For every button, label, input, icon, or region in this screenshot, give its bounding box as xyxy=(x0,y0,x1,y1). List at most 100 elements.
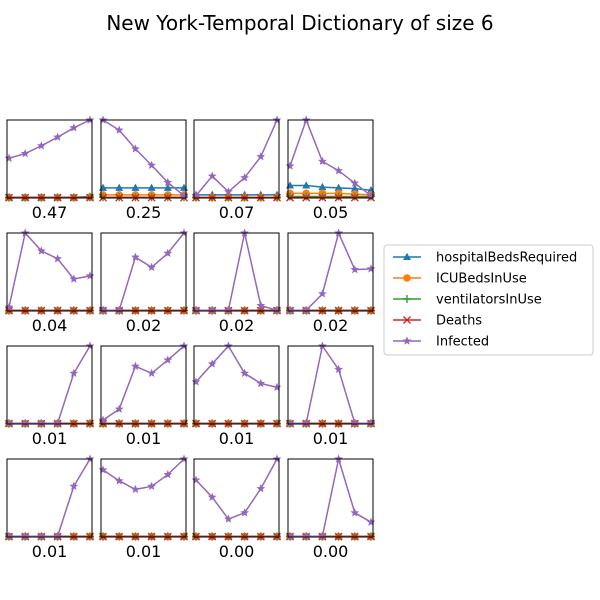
subplot-7: 0.02 xyxy=(191,228,282,335)
data-point xyxy=(114,305,124,314)
subplot-14: 0.01 xyxy=(98,454,189,561)
data-point xyxy=(53,531,62,540)
data-point xyxy=(37,246,46,255)
series-Infected xyxy=(191,454,282,523)
data-point xyxy=(224,305,233,314)
data-point xyxy=(69,274,79,283)
data-point xyxy=(4,302,14,311)
subplot-3: 0.07 xyxy=(191,115,282,222)
data-point xyxy=(318,182,327,191)
data-point xyxy=(302,192,311,201)
series-Infected xyxy=(4,228,95,311)
series-line xyxy=(290,230,372,311)
data-point xyxy=(163,248,173,257)
subplot-1: 0.47 xyxy=(4,115,95,222)
atom-weight-label: 0.01 xyxy=(219,429,255,448)
data-point xyxy=(163,470,173,479)
data-point xyxy=(318,192,327,201)
data-point xyxy=(301,531,311,540)
data-point xyxy=(350,192,359,201)
series-line xyxy=(8,231,91,308)
data-point xyxy=(191,305,201,314)
data-point xyxy=(131,144,140,153)
series-line xyxy=(289,117,372,197)
legend-marker xyxy=(402,336,412,345)
subplot-9: 0.01 xyxy=(4,341,95,448)
data-point xyxy=(272,305,282,314)
series-Infected xyxy=(4,341,95,427)
atom-weight-label: 0.01 xyxy=(32,542,68,561)
series-hospitalBedsRequired xyxy=(5,306,94,314)
subplot-8: 0.02 xyxy=(285,228,376,335)
data-point xyxy=(207,492,217,501)
legend-entry-Infected: Infected xyxy=(393,335,489,350)
series-line xyxy=(290,344,371,424)
data-point xyxy=(256,300,266,310)
series-line xyxy=(102,119,185,197)
data-point xyxy=(318,531,327,540)
data-point xyxy=(224,514,233,523)
data-point xyxy=(20,531,30,540)
atom-weight-label: 0.47 xyxy=(32,203,68,222)
legend-label: Infected xyxy=(436,335,489,350)
data-point xyxy=(207,171,217,180)
data-point xyxy=(85,271,95,280)
data-point xyxy=(224,187,233,196)
data-point xyxy=(334,364,343,374)
data-point xyxy=(37,531,46,540)
data-point xyxy=(334,192,343,201)
series-Infected xyxy=(285,228,376,314)
data-point xyxy=(366,264,376,273)
data-point xyxy=(285,305,295,314)
series-hospitalBedsRequired xyxy=(99,183,188,191)
data-point xyxy=(350,178,360,187)
data-point xyxy=(350,265,360,274)
data-point xyxy=(4,418,14,427)
subplot-frame xyxy=(6,119,93,199)
data-point xyxy=(191,191,201,200)
series-Infected xyxy=(191,341,282,392)
data-point xyxy=(191,377,201,386)
atom-weight-label: 0.07 xyxy=(219,203,255,222)
series-line xyxy=(8,119,91,159)
series-Infected xyxy=(98,454,189,494)
subplot-6: 0.02 xyxy=(98,228,189,335)
legend-marker xyxy=(403,252,411,260)
series-hospitalBedsRequired xyxy=(5,192,94,201)
data-point xyxy=(163,177,173,187)
series-line xyxy=(9,458,91,537)
chart-title: New York-Temporal Dictionary of size 6 xyxy=(106,11,493,35)
subplot-frame xyxy=(287,345,374,425)
subplot-15: 0.00 xyxy=(191,454,282,561)
data-point xyxy=(69,368,79,378)
atom-weight-label: 0.01 xyxy=(126,542,162,561)
series-line xyxy=(103,232,185,311)
legend-entry-Deaths: Deaths xyxy=(393,314,482,329)
series-hospitalBedsRequired xyxy=(192,532,281,540)
data-point xyxy=(114,125,124,134)
series-Infected xyxy=(191,228,282,314)
series-Infected xyxy=(4,454,95,540)
legend-label: ventilatorsInUse xyxy=(436,293,542,308)
subplot-frame xyxy=(193,345,280,425)
data-point xyxy=(285,161,295,170)
atom-weight-label: 0.01 xyxy=(126,429,162,448)
legend-entry-ventilatorsInUse: ventilatorsInUse xyxy=(393,293,542,308)
data-point xyxy=(37,418,46,427)
data-point xyxy=(69,123,79,132)
series-Infected xyxy=(285,341,376,427)
legend-marker xyxy=(403,295,411,303)
data-point xyxy=(147,183,156,191)
data-point xyxy=(285,418,295,427)
series-line xyxy=(195,344,278,389)
subplot-frame xyxy=(287,458,374,538)
legend: hospitalBedsRequired ICUBedsInUse ventilat… xyxy=(383,244,594,356)
legend-entry-ICUBedsInUse: ICUBedsInUse xyxy=(393,272,527,287)
subplot-frame xyxy=(6,345,93,425)
atom-weight-label: 0.00 xyxy=(219,542,255,561)
subplot-frame xyxy=(100,119,187,199)
atom-weight-label: 0.05 xyxy=(313,203,349,222)
subplot-frame xyxy=(287,232,374,312)
data-point xyxy=(147,160,156,169)
subplot-12: 0.01 xyxy=(285,341,376,448)
